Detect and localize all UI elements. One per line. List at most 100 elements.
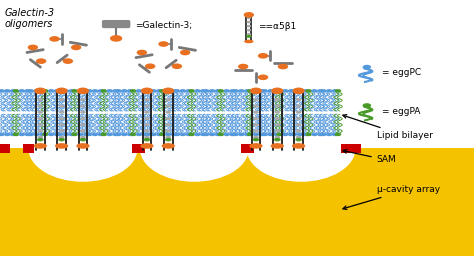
Text: =Galectin-3;: =Galectin-3; — [135, 20, 192, 30]
Circle shape — [246, 35, 252, 38]
Circle shape — [311, 133, 318, 136]
Circle shape — [297, 89, 303, 93]
Circle shape — [335, 133, 341, 136]
Circle shape — [54, 89, 60, 93]
Circle shape — [288, 133, 294, 136]
Circle shape — [18, 133, 25, 136]
Circle shape — [326, 133, 332, 136]
Bar — [23, 144, 34, 153]
Circle shape — [253, 123, 259, 126]
Bar — [350, 144, 361, 153]
Circle shape — [253, 111, 259, 114]
Bar — [0, 148, 474, 256]
Circle shape — [13, 89, 19, 93]
Circle shape — [296, 111, 301, 114]
Circle shape — [247, 89, 254, 93]
Circle shape — [363, 103, 371, 108]
Circle shape — [37, 130, 43, 133]
Circle shape — [18, 89, 25, 93]
Circle shape — [274, 111, 280, 114]
Circle shape — [144, 123, 150, 126]
Circle shape — [317, 89, 324, 93]
Circle shape — [49, 36, 60, 42]
Text: Lipid bilayer: Lipid bilayer — [343, 115, 433, 140]
Circle shape — [302, 133, 309, 136]
Circle shape — [159, 89, 166, 93]
Circle shape — [262, 89, 268, 93]
Circle shape — [165, 89, 172, 93]
Circle shape — [100, 133, 107, 136]
Circle shape — [106, 133, 113, 136]
Circle shape — [246, 17, 251, 19]
Circle shape — [83, 133, 90, 136]
Circle shape — [267, 89, 274, 93]
Circle shape — [296, 117, 301, 120]
Circle shape — [165, 133, 172, 136]
Circle shape — [274, 98, 280, 101]
Circle shape — [86, 89, 92, 93]
Bar — [132, 144, 143, 153]
Circle shape — [267, 133, 274, 136]
Bar — [241, 144, 252, 153]
Circle shape — [59, 136, 64, 139]
Ellipse shape — [292, 143, 305, 149]
Circle shape — [320, 89, 327, 93]
Circle shape — [55, 88, 68, 94]
Circle shape — [4, 133, 10, 136]
Circle shape — [63, 89, 69, 93]
Bar — [341, 144, 352, 153]
Circle shape — [165, 104, 171, 108]
Circle shape — [258, 133, 265, 136]
Circle shape — [141, 133, 148, 136]
Circle shape — [296, 98, 301, 101]
Circle shape — [59, 98, 64, 101]
Circle shape — [37, 111, 43, 114]
Circle shape — [145, 89, 151, 93]
Circle shape — [144, 138, 150, 141]
Circle shape — [311, 89, 318, 93]
Circle shape — [83, 89, 90, 93]
Circle shape — [258, 89, 265, 93]
Circle shape — [144, 130, 150, 133]
Circle shape — [165, 138, 172, 141]
Circle shape — [165, 117, 171, 120]
Ellipse shape — [55, 143, 68, 149]
Circle shape — [215, 133, 221, 136]
Circle shape — [59, 123, 64, 126]
Circle shape — [258, 74, 268, 80]
Circle shape — [115, 133, 122, 136]
Bar — [135, 144, 145, 153]
Circle shape — [121, 89, 128, 93]
Circle shape — [80, 98, 86, 101]
Circle shape — [42, 89, 49, 93]
Circle shape — [171, 89, 177, 93]
Ellipse shape — [28, 115, 137, 182]
Circle shape — [33, 133, 40, 136]
Circle shape — [80, 130, 86, 133]
Circle shape — [332, 89, 338, 93]
Circle shape — [171, 133, 177, 136]
Circle shape — [68, 89, 75, 93]
Circle shape — [37, 117, 43, 120]
Circle shape — [0, 89, 5, 93]
Circle shape — [194, 133, 201, 136]
Circle shape — [48, 89, 55, 93]
Circle shape — [136, 89, 142, 93]
Circle shape — [162, 88, 174, 94]
Circle shape — [10, 89, 17, 93]
Circle shape — [180, 89, 186, 93]
Circle shape — [215, 89, 221, 93]
Circle shape — [112, 133, 119, 136]
Circle shape — [77, 88, 89, 94]
Circle shape — [200, 133, 207, 136]
Circle shape — [127, 133, 134, 136]
Ellipse shape — [271, 143, 284, 149]
Circle shape — [253, 117, 259, 120]
Circle shape — [58, 138, 65, 141]
Circle shape — [37, 98, 43, 101]
Circle shape — [144, 117, 150, 120]
Circle shape — [173, 133, 180, 136]
Circle shape — [317, 133, 324, 136]
Circle shape — [59, 111, 64, 114]
Circle shape — [253, 136, 259, 139]
